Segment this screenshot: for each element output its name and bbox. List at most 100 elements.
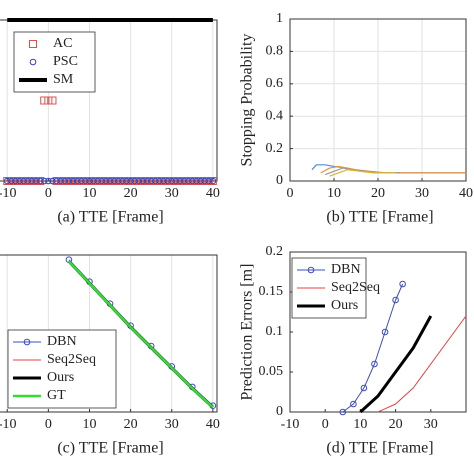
y-tick-label: 0.05 xyxy=(259,364,284,379)
marker-circle xyxy=(201,177,208,185)
marker-circle xyxy=(127,177,134,185)
x-tick-label: 30 xyxy=(165,417,179,432)
y-axis-label: Stopping Probability xyxy=(239,34,256,167)
legend-label: DBN xyxy=(47,334,77,349)
marker-square xyxy=(180,177,189,185)
marker-square xyxy=(36,177,45,185)
marker-circle xyxy=(143,177,151,185)
marker-square xyxy=(73,177,82,185)
y-tick-label: 0.4 xyxy=(266,108,284,123)
marker-circle xyxy=(12,177,19,185)
marker-square xyxy=(27,177,36,185)
marker-circle xyxy=(350,400,357,408)
marker-square xyxy=(81,177,90,185)
marker-circle xyxy=(24,177,32,185)
marker-circle xyxy=(82,177,89,185)
marker-square xyxy=(155,177,164,185)
axes-frame xyxy=(289,18,467,182)
series-line xyxy=(359,315,433,414)
marker-circle xyxy=(110,177,118,185)
marker-square xyxy=(69,177,78,185)
marker-circle xyxy=(45,177,52,185)
marker-circle xyxy=(73,177,81,185)
marker-square xyxy=(118,177,127,185)
marker-square xyxy=(48,96,57,105)
x-axis-label: (b) TTE [Frame] xyxy=(326,209,433,226)
marker-circle xyxy=(371,360,378,368)
x-tick-label: 0 xyxy=(45,186,52,201)
marker-square xyxy=(97,177,106,185)
marker-square xyxy=(151,177,160,185)
marker-square xyxy=(188,177,197,185)
marker-circle xyxy=(94,177,102,185)
marker-square xyxy=(159,177,168,185)
series-line xyxy=(311,164,466,174)
x-axis-label: (c) TTE [Frame] xyxy=(57,440,163,457)
marker-square xyxy=(122,177,131,185)
marker-square xyxy=(184,177,193,185)
marker-square xyxy=(7,177,16,185)
marker-square xyxy=(29,40,37,48)
marker-square xyxy=(167,177,176,185)
marker-square xyxy=(85,177,94,185)
marker-square xyxy=(147,177,156,185)
marker-circle xyxy=(152,177,159,185)
marker-circle xyxy=(193,177,200,185)
y-tick-label: 1 xyxy=(276,11,283,26)
marker-circle xyxy=(156,177,163,185)
y-tick-label: 0.1 xyxy=(266,324,284,339)
marker-square xyxy=(192,177,201,185)
marker-square xyxy=(93,177,102,185)
marker-circle xyxy=(392,296,399,304)
marker-square xyxy=(52,177,61,185)
marker-square xyxy=(56,177,65,185)
marker-circle xyxy=(360,384,368,392)
x-tick-label: 20 xyxy=(389,417,403,432)
marker-circle xyxy=(65,177,73,185)
series-line xyxy=(342,283,404,413)
x-tick-label: 10 xyxy=(327,186,341,201)
legend-label: Ours xyxy=(331,298,358,313)
marker-square xyxy=(110,177,119,185)
y-tick-label: 0.2 xyxy=(266,141,284,156)
marker-circle xyxy=(139,177,147,185)
marker-circle xyxy=(40,177,48,185)
marker-square xyxy=(32,177,41,185)
marker-circle xyxy=(49,177,56,185)
legend-label: Seq2Seq xyxy=(47,352,96,367)
marker-square xyxy=(175,177,184,185)
legend-label: GT xyxy=(47,388,66,403)
x-tick-label: -10 xyxy=(0,186,17,201)
marker-square xyxy=(89,177,98,185)
x-tick-label: 0 xyxy=(45,417,52,432)
series-line xyxy=(68,260,214,409)
marker-square xyxy=(171,177,180,185)
axes-frame xyxy=(0,254,218,413)
marker-circle xyxy=(123,177,130,185)
marker-circle xyxy=(160,177,167,185)
marker-circle xyxy=(339,408,347,416)
marker-square xyxy=(15,177,24,185)
legend-label: PSC xyxy=(53,54,78,69)
marker-square xyxy=(200,177,209,185)
marker-square xyxy=(101,177,110,185)
marker-square xyxy=(126,177,135,185)
legend-label: DBN xyxy=(331,262,361,277)
x-axis-label: (a) TTE [Frame] xyxy=(57,209,163,226)
marker-circle xyxy=(164,177,171,185)
x-tick-label: 30 xyxy=(165,186,179,201)
x-tick-label: 30 xyxy=(415,186,429,201)
marker-circle xyxy=(119,177,126,185)
marker-circle xyxy=(114,177,122,185)
marker-circle xyxy=(197,177,204,185)
marker-circle xyxy=(98,177,106,185)
marker-circle xyxy=(205,177,213,185)
marker-circle xyxy=(57,177,64,185)
y-tick-label: 0 xyxy=(276,173,283,188)
marker-circle xyxy=(189,177,196,185)
x-tick-label: 10 xyxy=(82,417,96,432)
x-tick-label: 30 xyxy=(424,417,438,432)
marker-circle xyxy=(209,177,217,185)
marker-square xyxy=(130,177,139,185)
